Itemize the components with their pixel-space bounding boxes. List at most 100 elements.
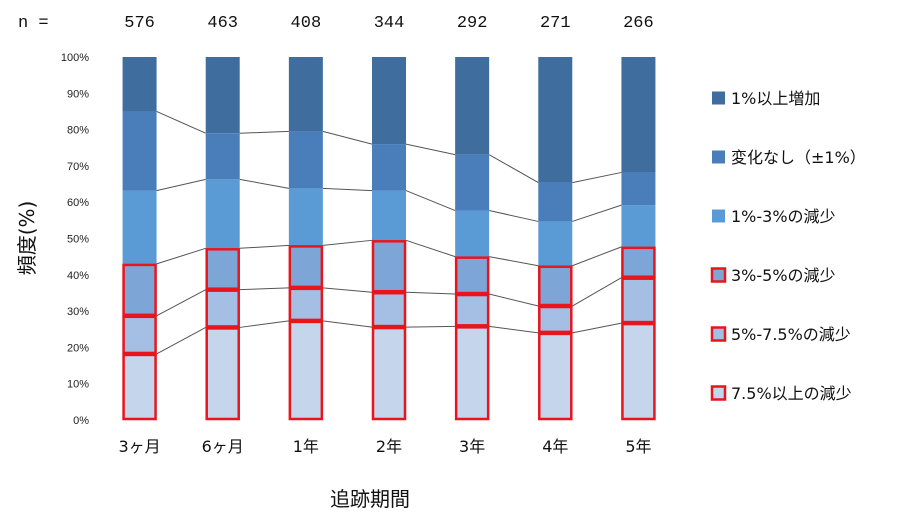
bar-segment (288, 287, 323, 321)
bar-segment-highlight-outline (371, 240, 407, 293)
bar-segment (205, 57, 240, 134)
series-connector-line (322, 239, 373, 246)
bar-segment (288, 320, 323, 420)
y-tick-label: 0% (73, 415, 89, 427)
series-connector-line (405, 291, 456, 295)
legend-swatch (712, 91, 725, 105)
bar-segment (621, 172, 656, 206)
bar-segment-highlight-outline (371, 326, 407, 421)
y-tick-label: 10% (67, 379, 89, 391)
series-connector-line (405, 325, 456, 328)
bar-segment (288, 57, 323, 132)
bar-segment (205, 248, 240, 290)
bar-segment-highlight-outline (205, 327, 240, 421)
n-count-label: 266 (623, 14, 654, 33)
bar-segment (372, 190, 406, 241)
bar-segment-highlight-outline (122, 263, 157, 317)
bar-segment (205, 289, 240, 328)
bar-segment (455, 210, 490, 257)
bar-segment (538, 265, 573, 307)
bar-segment (621, 323, 656, 420)
series-connector-line (239, 244, 289, 249)
x-tick-label: 2年 (376, 437, 402, 456)
y-tick-label: 40% (67, 270, 89, 282)
x-tick-label: 3ヶ月 (118, 437, 160, 456)
series-connector-line (572, 246, 622, 267)
bar-segment-highlight-outline (621, 322, 656, 421)
y-tick-label: 20% (67, 342, 89, 354)
series-connector-line (322, 287, 373, 293)
bar-segment (538, 182, 573, 222)
bar-segment (122, 111, 157, 191)
series-connector-line (572, 171, 622, 184)
series-connector-line (322, 187, 373, 192)
legend-swatch (710, 326, 727, 342)
bar-segment (288, 245, 323, 288)
legend-label: 変化なし（±1%） (731, 148, 866, 167)
y-axis-title: 頻度(%) (15, 201, 39, 276)
x-axis-title: 追跡期間 (330, 487, 410, 511)
y-tick-label: 70% (67, 161, 89, 173)
series-connector-line (489, 256, 539, 267)
bar-segment (122, 263, 157, 316)
x-tick-label: 3年 (459, 437, 485, 456)
series-connector-line (239, 320, 289, 328)
series-connector-line (489, 293, 539, 307)
bar-segment-highlight-outline (122, 353, 157, 421)
bar-segment-highlight-outline (621, 277, 656, 324)
legend-swatch (710, 267, 727, 283)
bar-segment-highlight-outline (288, 245, 324, 289)
x-tick-label: 4年 (542, 437, 568, 456)
bar-segment-highlight-outline (288, 287, 324, 322)
bar-segment-highlight-outline (371, 291, 407, 328)
bar-segment-highlight-outline (538, 332, 573, 421)
series-connector-line (322, 130, 373, 145)
series-connector-line (572, 322, 622, 334)
series-connector-line (156, 289, 206, 317)
bar-segment (122, 315, 157, 354)
series-connector-line (405, 143, 456, 156)
bar-segment (455, 57, 490, 155)
bar-segment (288, 131, 323, 189)
n-count-label: 292 (457, 14, 488, 33)
series-connector-line (156, 110, 206, 134)
bar-segment (372, 240, 406, 293)
series-connector-line (572, 204, 622, 222)
bar-segment (538, 332, 573, 420)
legend-swatch (710, 385, 727, 401)
bar-segment (455, 294, 490, 327)
bar-segment (122, 353, 157, 420)
legend-label: 1%-3%の減少 (731, 207, 836, 226)
x-tick-label: 1年 (293, 437, 319, 456)
series-connector-line (405, 190, 456, 212)
n-count-label: 271 (540, 14, 571, 33)
bar-segment (372, 57, 406, 145)
y-tick-label: 80% (67, 125, 89, 137)
bar-segment (455, 154, 490, 211)
bar-segment-highlight-outline (454, 326, 490, 421)
legend-label: 3%-5%の減少 (731, 266, 836, 285)
bar-segment (455, 326, 490, 420)
legend-label: 1%以上増加 (731, 89, 820, 108)
series-connector-line (572, 277, 622, 307)
legend-swatch (712, 150, 725, 164)
series-connector-line (322, 320, 373, 328)
series-connector-line (156, 247, 206, 265)
series-connector-line (489, 210, 539, 222)
bar-segment-highlight-outline (122, 315, 157, 355)
n-prefix-label: n = (18, 14, 49, 33)
bar-segment (621, 57, 656, 173)
bar-segment (205, 179, 240, 249)
legend-swatch (712, 209, 725, 223)
bar-segment-highlight-outline (205, 289, 240, 328)
series-connector-line (488, 154, 539, 184)
bar-segment-highlight-outline (288, 320, 324, 421)
bar-segment (621, 277, 656, 324)
bar-segment (538, 57, 573, 183)
y-tick-label: 60% (67, 197, 89, 209)
n-count-label: 463 (207, 14, 238, 33)
bar-segment (621, 246, 656, 278)
bar-segment (372, 144, 406, 191)
